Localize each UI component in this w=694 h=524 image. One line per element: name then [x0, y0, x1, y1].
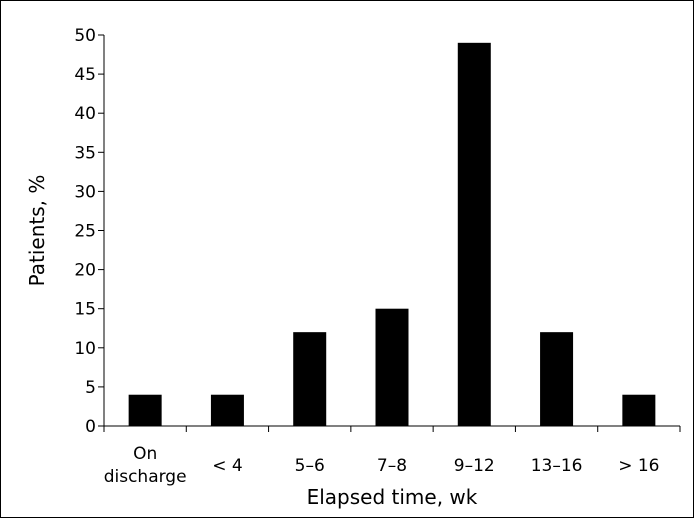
- y-tick-label: 0: [85, 417, 96, 437]
- y-tick-label: 25: [74, 222, 96, 242]
- y-tick-label: 35: [74, 143, 96, 163]
- bar: [375, 308, 409, 426]
- y-tick-label: 15: [74, 300, 96, 320]
- plot-area: 0 5 10 15 20 25 30 35 40 45 50 On discharge < 4 5–6 7–8…: [74, 26, 681, 487]
- x-axis-label: Elapsed time, wk: [307, 485, 478, 509]
- bar: [210, 394, 244, 426]
- y-tick-label: 10: [74, 339, 96, 359]
- y-tick-label: 40: [74, 104, 96, 124]
- x-tick-label: On: [133, 444, 157, 464]
- x-tick-label: 7–8: [377, 456, 407, 476]
- x-tick-label: 5–6: [295, 456, 325, 476]
- y-tick-label: 50: [74, 26, 96, 46]
- y-axis-label: Patients, %: [25, 175, 49, 287]
- x-tick-label: > 16: [618, 456, 659, 476]
- x-tick-label: discharge: [104, 467, 187, 487]
- bar: [293, 332, 327, 426]
- bar: [622, 394, 656, 426]
- bar: [128, 394, 162, 426]
- x-tick-label: < 4: [212, 456, 242, 476]
- bar: [457, 42, 491, 426]
- x-tick-label: 9–12: [454, 456, 495, 476]
- bar: [540, 332, 574, 426]
- y-tick-label: 45: [74, 65, 96, 85]
- y-tick-label: 20: [74, 261, 96, 281]
- y-tick-label: 5: [85, 378, 96, 398]
- y-tick-label: 30: [74, 182, 96, 202]
- x-tick-label: 13–16: [531, 456, 583, 476]
